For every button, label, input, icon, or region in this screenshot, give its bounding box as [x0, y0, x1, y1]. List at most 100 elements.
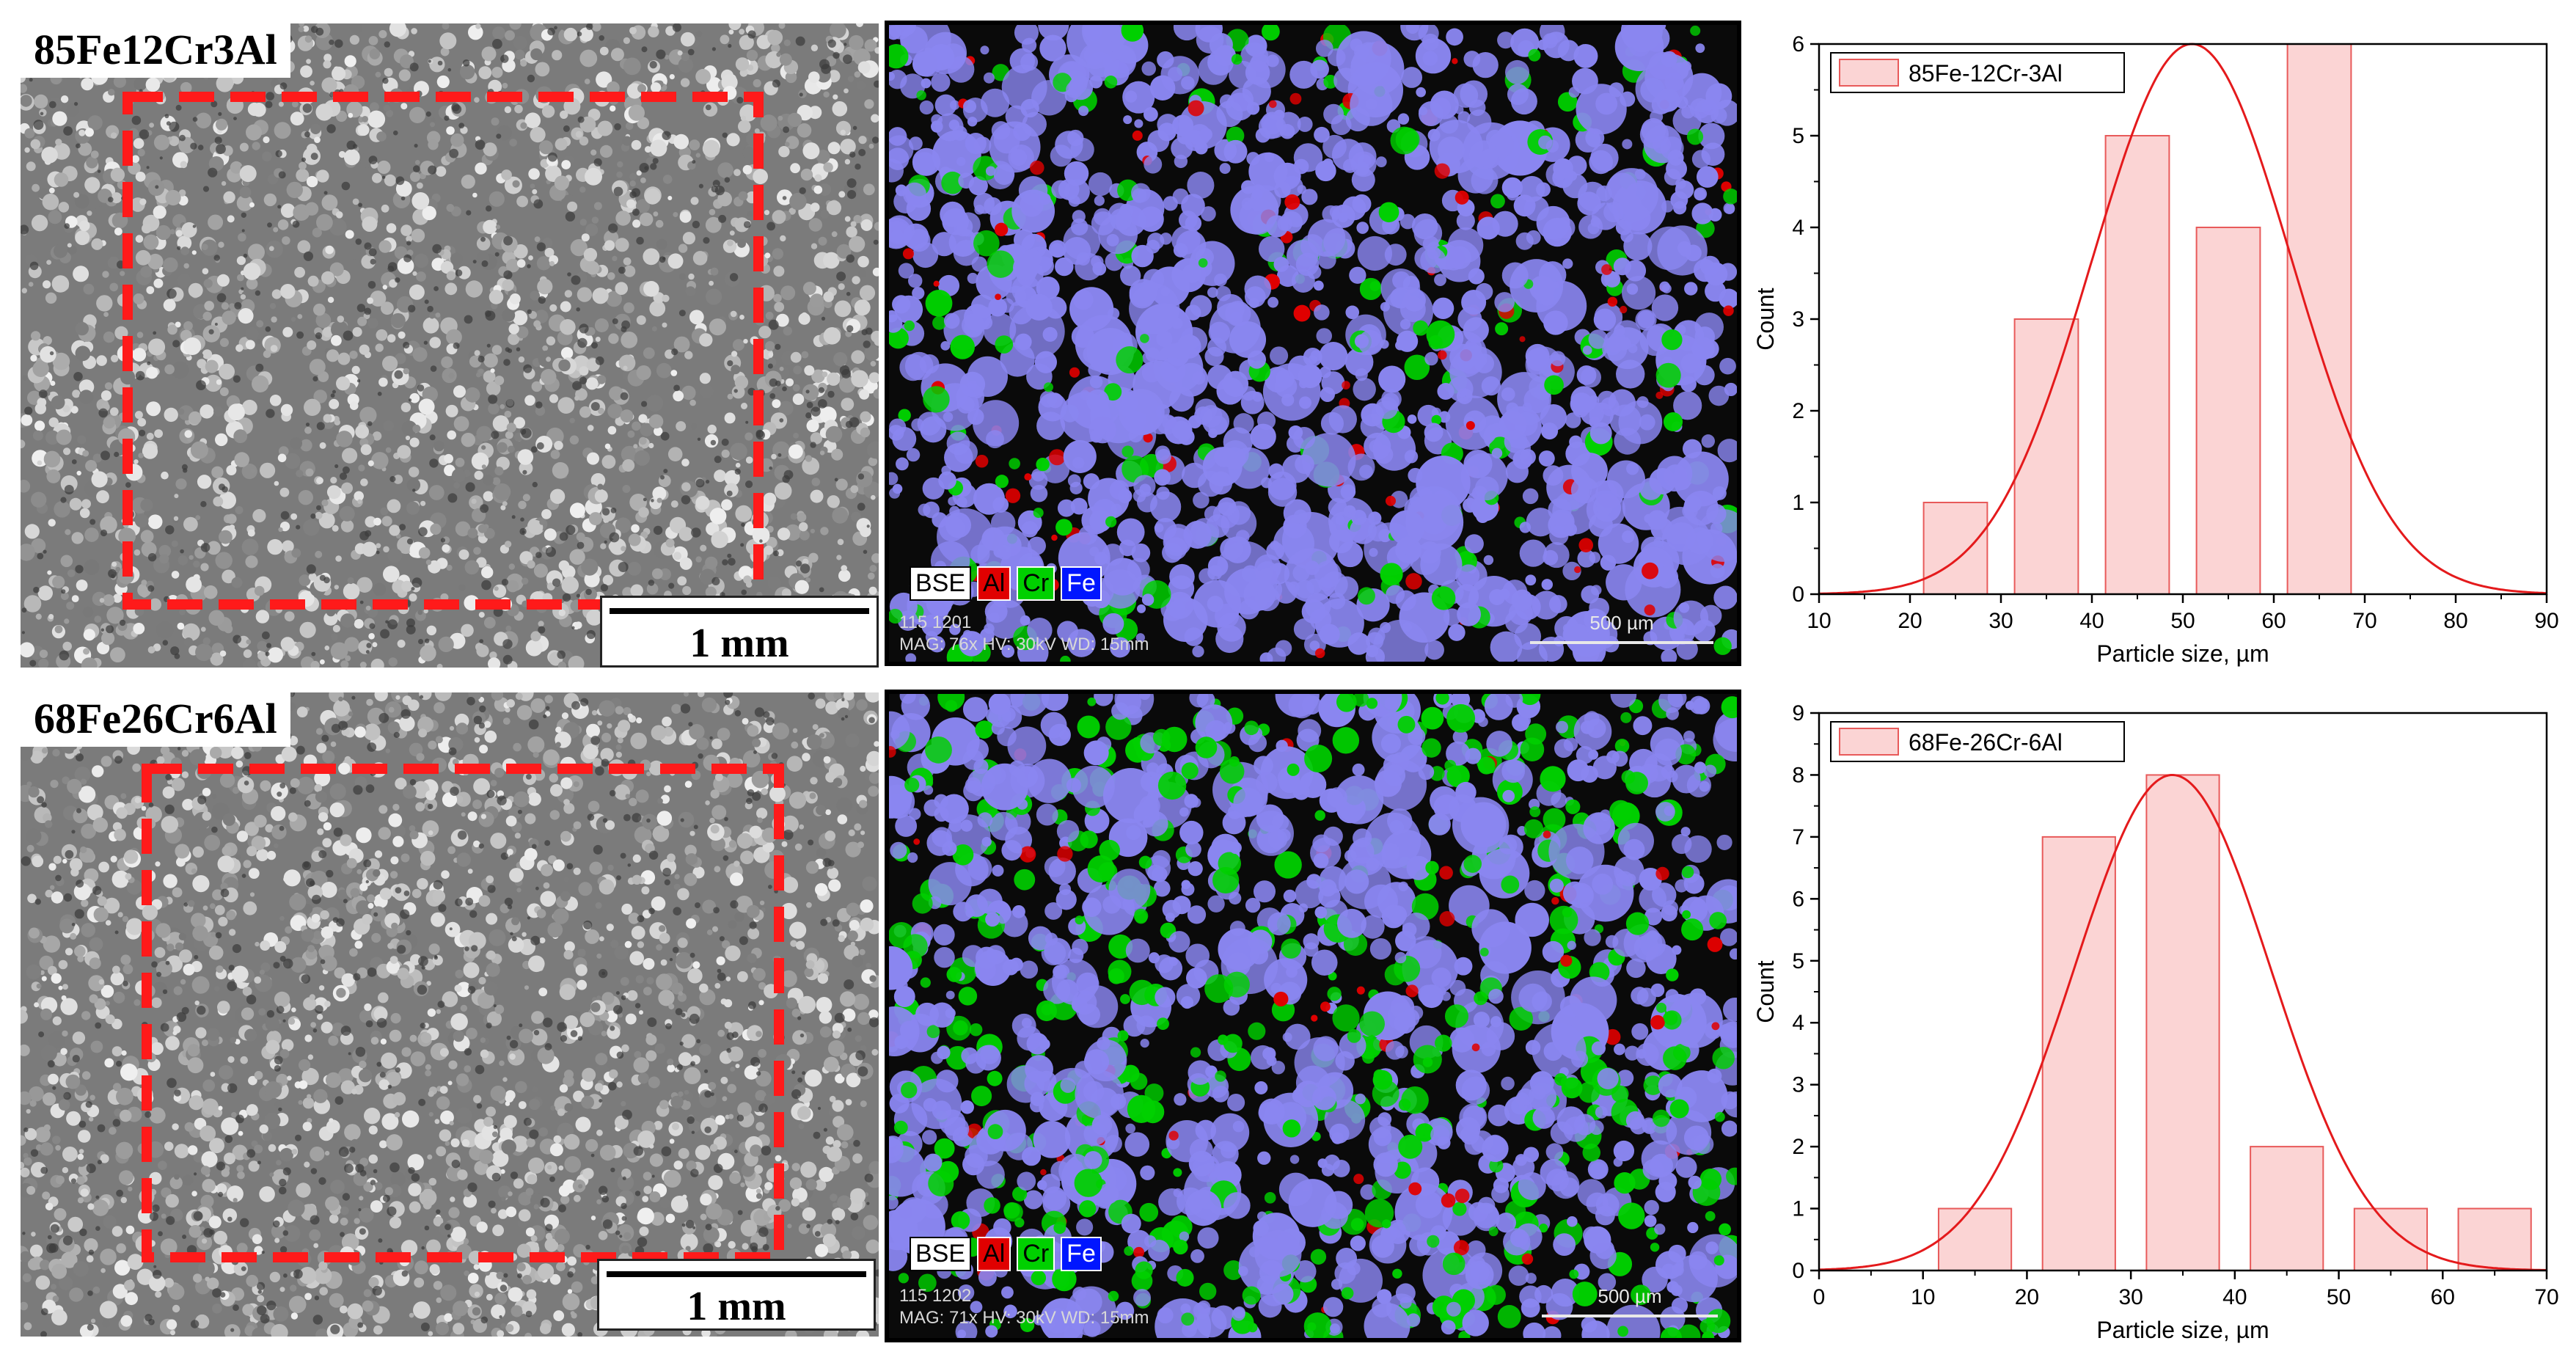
sample-label-bottom: 68Fe26Cr6Al	[21, 692, 290, 747]
eds-texture-bottom	[889, 694, 1737, 1338]
x-tick-label: 10	[1911, 1285, 1935, 1309]
eds-map-top: BSE Al Cr Fe 115 1201 MAG: 76x HV: 30kV …	[885, 21, 1741, 666]
scale-bar-line-top	[610, 608, 869, 614]
x-tick-label: 70	[2534, 1285, 2558, 1309]
y-tick-label: 6	[1792, 32, 1804, 56]
histogram-bar	[2286, 43, 2352, 595]
sem-particles	[21, 692, 879, 1337]
histogram-bar	[2250, 1146, 2324, 1271]
histogram-bar	[2013, 318, 2079, 595]
y-tick-label: 5	[1792, 949, 1804, 973]
eds-legend-al: Al	[977, 1237, 1011, 1272]
histogram-bar	[2041, 836, 2116, 1271]
x-tick-label: 60	[2431, 1285, 2455, 1309]
y-tick-label: 1	[1792, 491, 1804, 515]
eds-legend-bottom: BSE Al Cr Fe	[910, 1237, 1102, 1272]
eds-texture-top	[889, 25, 1737, 662]
legend-swatch	[1839, 59, 1899, 87]
y-tick-label: 4	[1792, 216, 1804, 240]
eds-meta-top: 115 1201 MAG: 76x HV: 30kV WD: 15mm	[899, 612, 1149, 656]
y-tick-label: 4	[1792, 1011, 1804, 1035]
y-tick-label: 9	[1792, 701, 1804, 725]
eds-map-bottom: BSE Al Cr Fe 115 1202 MAG: 71x HV: 30kV …	[885, 690, 1741, 1342]
sample-label-top: 85Fe12Cr3Al	[21, 23, 290, 78]
eds-meta-line2-bottom: MAG: 71x HV: 30kV WD: 15mm	[899, 1308, 1149, 1328]
eds-legend-top: BSE Al Cr Fe	[910, 566, 1102, 602]
x-tick-label: 70	[2352, 609, 2376, 633]
eds-legend-cr: Cr	[1017, 566, 1055, 602]
y-tick-label: 3	[1792, 1073, 1804, 1097]
eds-scale-bottom: 500 µm	[1542, 1285, 1718, 1317]
y-tick-label: 5	[1792, 124, 1804, 148]
x-tick-label: 0	[1813, 1285, 1826, 1309]
scale-bar-label-top: 1 mm	[689, 621, 789, 666]
histogram-bar	[2353, 1207, 2429, 1271]
x-axis-label: Particle size, µm	[2096, 1317, 2269, 1343]
y-tick-label: 2	[1792, 399, 1804, 423]
x-tick-label: 40	[2079, 609, 2104, 633]
legend-label: 68Fe-26Cr-6Al	[1909, 729, 2063, 756]
scale-bar-label-bottom: 1 mm	[687, 1284, 786, 1329]
y-tick-label: 8	[1792, 763, 1804, 787]
eds-scale-label-bottom: 500 µm	[1598, 1285, 1662, 1307]
legend-swatch	[1839, 728, 1899, 756]
roi-dashed-box-bottom	[142, 764, 784, 1262]
eds-scale-label-top: 500 µm	[1589, 612, 1654, 634]
histogram-bar	[2457, 1207, 2532, 1271]
x-tick-label: 10	[1807, 609, 1831, 633]
eds-legend-cr: Cr	[1017, 1237, 1055, 1272]
x-tick-label: 40	[2222, 1285, 2247, 1309]
sem-image-bottom: 68Fe26Cr6Al 1 mm	[21, 692, 879, 1337]
y-tick-label: 0	[1792, 1259, 1804, 1283]
eds-legend-bse: BSE	[910, 566, 972, 602]
y-tick-label: 3	[1792, 307, 1804, 332]
y-tick-label: 0	[1792, 582, 1804, 607]
sem-image-top: 85Fe12Cr3Al 1 mm	[21, 23, 879, 668]
legend-label: 85Fe-12Cr-3Al	[1909, 60, 2063, 87]
scale-bar-line-bottom	[607, 1271, 866, 1277]
y-tick-label: 1	[1792, 1197, 1804, 1221]
histogram-bar	[2104, 135, 2170, 595]
histogram-bar	[1922, 502, 1988, 595]
x-tick-label: 90	[2534, 609, 2558, 633]
eds-legend-al: Al	[977, 566, 1011, 602]
eds-meta-line2-top: MAG: 76x HV: 30kV WD: 15mm	[899, 635, 1149, 654]
eds-legend-bse: BSE	[910, 1237, 972, 1272]
eds-scale-line-bottom	[1542, 1315, 1718, 1317]
y-tick-label: 2	[1792, 1135, 1804, 1159]
y-tick-label: 6	[1792, 887, 1804, 911]
eds-meta-bottom: 115 1202 MAG: 71x HV: 30kV WD: 15mm	[899, 1285, 1149, 1329]
histogram-bars	[1922, 43, 2352, 595]
y-axis-label: Count	[1752, 288, 1779, 351]
x-tick-label: 30	[2118, 1285, 2143, 1309]
x-tick-label: 50	[2327, 1285, 2351, 1309]
histogram-top: 10 20 30 40 50 60 70 80 90 0 1 2 3 4 5 6 Particle size, …	[1752, 32, 2559, 667]
eds-meta-line1-bottom: 115 1202	[899, 1286, 972, 1306]
gaussian-fit-curve	[1818, 774, 2547, 1271]
eds-particles	[889, 694, 1737, 1338]
histogram-bar	[2145, 774, 2220, 1271]
x-tick-label: 50	[2170, 609, 2195, 633]
x-tick-label: 20	[2015, 1285, 2039, 1309]
chart-legend: 85Fe-12Cr-3Al	[1830, 52, 2125, 93]
histogram-bottom: 0 10 20 30 40 50 60 70 0 1 2 3 4 5 6 7 8 9 Particle size, …	[1752, 701, 2559, 1343]
y-tick-label: 7	[1792, 825, 1804, 849]
eds-meta-line1-top: 115 1201	[899, 613, 972, 632]
eds-scale-line-top	[1530, 641, 1713, 644]
eds-scale-top: 500 µm	[1530, 612, 1713, 644]
scale-bar-bottom: 1 mm	[597, 1259, 876, 1331]
x-axis-label: Particle size, µm	[2096, 640, 2269, 667]
x-tick-label: 30	[1988, 609, 2013, 633]
roi-dashed-box-top	[122, 92, 764, 610]
eds-particles	[889, 25, 1737, 662]
histogram-bar	[1937, 1207, 2013, 1271]
histogram-bars	[1937, 774, 2532, 1271]
x-tick-label: 80	[2443, 609, 2467, 633]
histogram-bar	[2195, 227, 2261, 595]
x-tick-label: 60	[2261, 609, 2286, 633]
gaussian-fit-curve	[1818, 43, 2547, 595]
eds-legend-fe: Fe	[1061, 1237, 1102, 1272]
y-axis-label: Count	[1752, 960, 1779, 1023]
sem-texture-bottom	[21, 692, 879, 1337]
x-tick-label: 20	[1898, 609, 1922, 633]
